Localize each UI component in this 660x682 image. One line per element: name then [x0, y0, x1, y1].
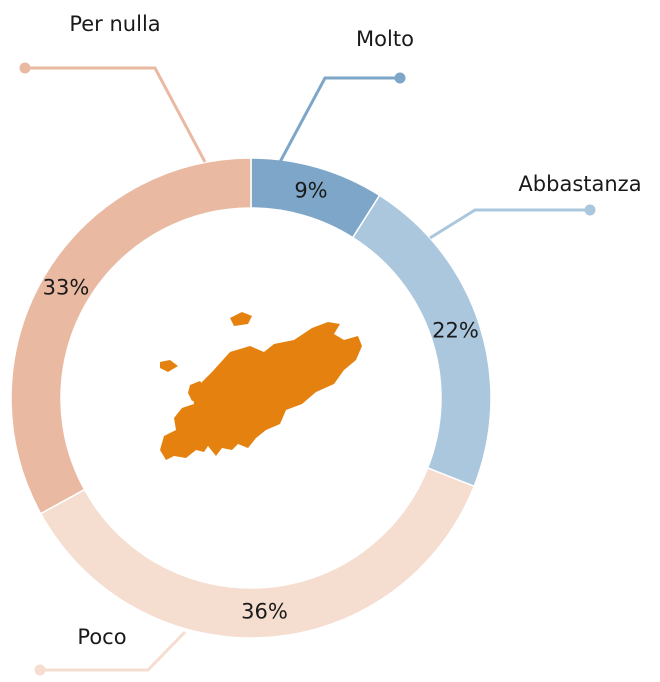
donut-slice: [39, 466, 476, 639]
europe-icon: [160, 312, 362, 460]
leader-dot: [584, 204, 596, 216]
data-label: 36%: [241, 600, 288, 624]
leader-line: [429, 208, 590, 240]
category-label: Poco: [77, 625, 126, 649]
data-label: 9%: [294, 179, 327, 203]
donut-slice: [10, 157, 252, 515]
leader-line: [278, 76, 400, 163]
leader-dot: [34, 664, 46, 676]
leader-dot: [394, 72, 406, 84]
category-label: Per nulla: [69, 12, 160, 36]
leader-line: [40, 630, 187, 672]
leader-dot: [19, 62, 31, 74]
data-label: 22%: [432, 319, 479, 343]
category-label: Molto: [356, 27, 414, 51]
data-label: 33%: [43, 276, 90, 300]
leader-line: [25, 66, 207, 163]
category-label: Abbastanza: [518, 172, 641, 196]
